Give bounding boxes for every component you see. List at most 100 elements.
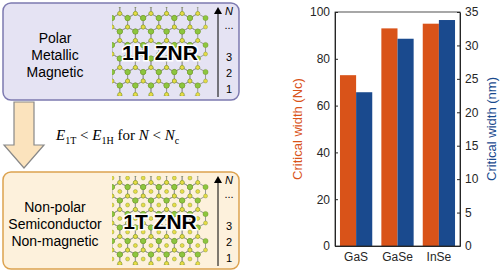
atom bbox=[172, 25, 176, 29]
atom bbox=[188, 194, 192, 198]
atom bbox=[141, 257, 145, 261]
atom bbox=[172, 184, 177, 189]
panel-box bbox=[3, 172, 239, 269]
atom bbox=[133, 181, 137, 185]
atom bbox=[148, 7, 153, 8]
atom bbox=[172, 238, 177, 243]
tick: 5 bbox=[457, 206, 472, 220]
atom bbox=[125, 69, 130, 74]
atom bbox=[133, 190, 137, 194]
property: Non-polar bbox=[24, 199, 86, 215]
atom bbox=[188, 248, 192, 252]
atom bbox=[117, 7, 122, 8]
x-axis: GaSGaSeInSe bbox=[336, 247, 461, 264]
atom bbox=[180, 29, 185, 34]
atom bbox=[133, 244, 137, 248]
atom bbox=[133, 83, 138, 88]
atom bbox=[196, 262, 200, 266]
atom bbox=[148, 198, 153, 203]
atom bbox=[164, 83, 169, 88]
atom bbox=[112, 25, 114, 29]
atom bbox=[117, 198, 122, 203]
atom bbox=[187, 184, 192, 189]
atom bbox=[188, 257, 192, 261]
atom bbox=[125, 15, 130, 20]
atom bbox=[164, 83, 169, 88]
atom bbox=[126, 79, 130, 83]
transition-arrow bbox=[4, 102, 44, 168]
atom bbox=[125, 238, 130, 243]
row-label: ... bbox=[224, 19, 233, 31]
tick-label: 20 bbox=[317, 193, 331, 207]
atom bbox=[133, 12, 137, 16]
atom bbox=[133, 262, 137, 266]
atom bbox=[118, 66, 122, 70]
atom bbox=[172, 25, 176, 29]
tick-mark bbox=[457, 45, 460, 46]
bond bbox=[135, 81, 151, 96]
tick-label: 60 bbox=[317, 99, 331, 113]
property: Magnetic bbox=[27, 64, 84, 80]
tick-label: GaS bbox=[344, 250, 368, 264]
atom bbox=[180, 198, 185, 203]
atom bbox=[133, 93, 137, 97]
atom bbox=[117, 7, 122, 8]
atom bbox=[157, 194, 161, 198]
atom bbox=[195, 29, 200, 34]
tick-mark bbox=[335, 106, 338, 107]
atom bbox=[203, 211, 208, 216]
atom bbox=[141, 15, 146, 20]
atom bbox=[133, 66, 137, 70]
atom bbox=[149, 66, 153, 70]
atom bbox=[188, 203, 192, 207]
y2-axis: 05101520253035 bbox=[457, 5, 479, 253]
atom bbox=[204, 221, 208, 225]
atom bbox=[180, 252, 185, 257]
axis-line bbox=[335, 13, 336, 247]
atom bbox=[172, 176, 176, 180]
atom bbox=[133, 93, 137, 97]
condition-part: < bbox=[76, 127, 92, 143]
tick-mark bbox=[335, 59, 338, 60]
atom bbox=[188, 79, 192, 83]
tick-label: 40 bbox=[317, 146, 331, 160]
row-label: 2 bbox=[226, 236, 232, 248]
atom bbox=[172, 194, 176, 198]
tick-label: 80 bbox=[317, 52, 331, 66]
atom bbox=[156, 69, 161, 74]
tick-mark bbox=[335, 199, 338, 200]
atom bbox=[141, 238, 146, 243]
atom bbox=[112, 52, 114, 56]
atom bbox=[196, 93, 200, 97]
atom bbox=[195, 252, 200, 257]
atom bbox=[133, 83, 138, 88]
atom bbox=[165, 93, 169, 97]
tick: 25 bbox=[457, 72, 479, 86]
atom bbox=[180, 12, 184, 16]
atom bbox=[165, 181, 169, 185]
atom bbox=[180, 12, 184, 16]
atom bbox=[196, 235, 200, 239]
atom bbox=[165, 262, 169, 266]
atom bbox=[157, 194, 161, 198]
atom bbox=[180, 7, 185, 8]
atom bbox=[180, 190, 184, 194]
atom bbox=[133, 235, 137, 239]
atom bbox=[195, 83, 200, 88]
atom bbox=[196, 66, 200, 70]
atom bbox=[141, 69, 146, 74]
atom bbox=[172, 79, 176, 83]
atom bbox=[180, 262, 184, 266]
atom bbox=[157, 79, 161, 83]
tick-label: 15 bbox=[465, 139, 479, 153]
atom bbox=[118, 262, 122, 266]
atom bbox=[141, 69, 146, 74]
y-axis-title: Critical width (Nc) bbox=[290, 78, 305, 180]
atom bbox=[133, 176, 138, 177]
atom bbox=[172, 69, 177, 74]
atom bbox=[141, 184, 146, 189]
atom bbox=[156, 69, 161, 74]
atom bbox=[149, 235, 153, 239]
width-arrowhead bbox=[214, 176, 222, 183]
atom bbox=[164, 252, 169, 257]
